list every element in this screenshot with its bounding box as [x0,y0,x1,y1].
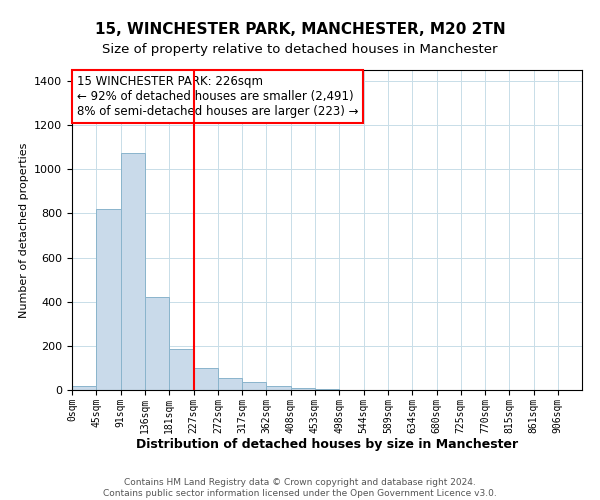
Bar [291,388,315,390]
Bar [242,382,266,390]
Text: Contains HM Land Registry data © Crown copyright and database right 2024.
Contai: Contains HM Land Registry data © Crown c… [103,478,497,498]
Text: Size of property relative to detached houses in Manchester: Size of property relative to detached ho… [102,42,498,56]
Bar [194,368,218,390]
Bar [96,209,121,390]
Bar [121,153,145,390]
Bar [145,298,169,390]
Bar [266,386,290,390]
Bar [315,389,339,390]
Bar [169,349,194,390]
Text: 15 WINCHESTER PARK: 226sqm
← 92% of detached houses are smaller (2,491)
8% of se: 15 WINCHESTER PARK: 226sqm ← 92% of deta… [77,75,359,118]
X-axis label: Distribution of detached houses by size in Manchester: Distribution of detached houses by size … [136,438,518,452]
Bar [218,378,242,390]
Bar [72,386,96,390]
Y-axis label: Number of detached properties: Number of detached properties [19,142,29,318]
Text: 15, WINCHESTER PARK, MANCHESTER, M20 2TN: 15, WINCHESTER PARK, MANCHESTER, M20 2TN [95,22,505,38]
